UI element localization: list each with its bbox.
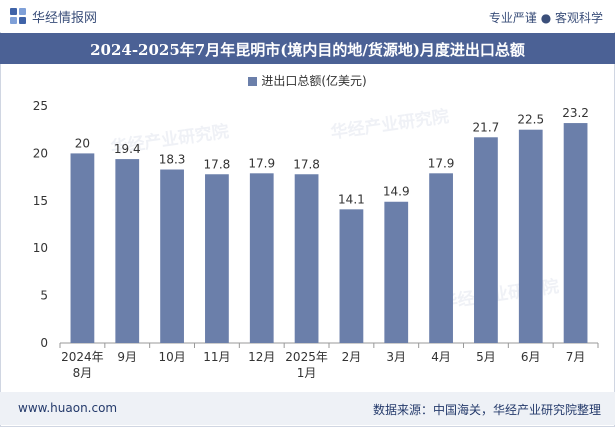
- bar: [518, 129, 543, 343]
- bar: [249, 173, 274, 343]
- data-label: 17.9: [428, 156, 455, 170]
- x-tick-label: 1月: [297, 366, 317, 380]
- bar: [339, 209, 364, 343]
- x-tick-label: 10月: [158, 350, 185, 364]
- x-tick-label: 7月: [566, 350, 586, 364]
- bar-chart: 0 5 10 15 20 25 20 2024年 8月 19.4 9月 18.3 10月 17.8 11月 1…: [33, 99, 599, 380]
- data-label: 19.4: [114, 142, 141, 156]
- chart-legend: 进出口总额(亿美元): [0, 72, 615, 89]
- x-tick-label: 5月: [476, 350, 496, 364]
- y-tick-label: 25: [33, 99, 48, 113]
- y-tick-label: 5: [40, 289, 48, 303]
- brand[interactable]: 华经情报网: [10, 7, 98, 26]
- y-tick-label: 15: [33, 194, 48, 208]
- x-tick-label: 4月: [431, 350, 451, 364]
- x-tick-label: 8月: [73, 366, 93, 380]
- y-tick-label: 10: [33, 241, 48, 255]
- huajing-logo-icon: [10, 8, 26, 24]
- brand-name: 华经情报网: [32, 10, 98, 26]
- x-tick-label: 2025年: [285, 350, 328, 364]
- data-label: 21.7: [473, 120, 500, 134]
- bar: [205, 174, 229, 343]
- x-tick-label: 9月: [117, 350, 137, 364]
- data-label: 17.9: [248, 156, 275, 170]
- data-label: 17.8: [293, 157, 320, 171]
- legend-swatch: [248, 77, 258, 86]
- x-tick-label: 2024年: [61, 350, 104, 364]
- tagline: 专业严谨 ● 客观科学: [488, 11, 603, 25]
- x-tick-label: 6月: [521, 350, 541, 364]
- chart-title: 2024-2025年7月年昆明市(境内目的地/货源地)月度进出口总额: [90, 41, 525, 59]
- bar: [474, 137, 498, 343]
- footer: www.huaon.com 数据来源：中国海关，华经产业研究院整理: [0, 392, 615, 425]
- data-label: 17.8: [204, 157, 231, 171]
- title-bar: 2024-2025年7月年昆明市(境内目的地/货源地)月度进出口总额: [0, 33, 615, 64]
- data-label: 14.9: [383, 185, 410, 199]
- bar: [563, 123, 588, 344]
- top-bar: 华经情报网 专业严谨 ● 客观科学: [0, 0, 615, 32]
- bar: [294, 174, 319, 343]
- data-label: 23.2: [562, 106, 589, 120]
- data-label: 18.3: [159, 153, 186, 167]
- bar: [160, 169, 184, 343]
- bar: [429, 173, 453, 343]
- data-label: 20: [75, 136, 90, 150]
- data-label: 22.5: [517, 113, 544, 127]
- y-tick-label: 0: [40, 336, 48, 350]
- y-tick-label: 20: [33, 146, 48, 160]
- x-tick-label: 12月: [248, 350, 275, 364]
- legend-label: 进出口总额(亿美元): [261, 74, 367, 88]
- data-source: 数据来源：中国海关，华经产业研究院整理: [372, 403, 601, 417]
- x-tick-label: 2月: [342, 350, 362, 364]
- bar: [115, 159, 140, 343]
- x-tick-label: 3月: [386, 350, 406, 364]
- bar: [70, 153, 95, 343]
- bar: [384, 201, 409, 343]
- data-label: 14.1: [338, 192, 365, 206]
- x-tick-label: 11月: [203, 350, 230, 364]
- site-url[interactable]: www.huaon.com: [18, 401, 118, 415]
